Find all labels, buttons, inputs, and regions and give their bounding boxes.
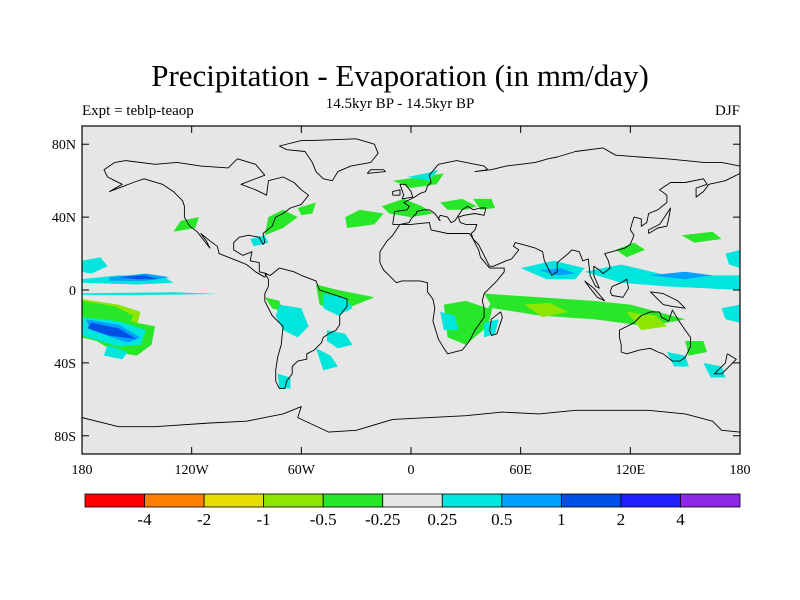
anomaly-region-42	[681, 231, 722, 243]
colorbar-label-2: -1	[257, 510, 271, 529]
colorbar-swatch-2	[203, 493, 265, 508]
x-tick-label-6: 180	[730, 463, 751, 478]
anomaly-region-5	[82, 292, 220, 296]
x-tick-label-1: 120W	[175, 463, 210, 478]
y-tick-label-4: 80S	[54, 430, 76, 445]
anomaly-region-12	[82, 257, 108, 274]
coastline-4	[392, 147, 740, 289]
colorbar-swatch-10	[680, 493, 741, 508]
anomaly-region-27	[407, 169, 439, 181]
anomaly-region-41	[615, 242, 645, 258]
anomaly-region-24	[277, 373, 291, 389]
coastline-13	[650, 291, 686, 309]
anomaly-region-3	[118, 275, 159, 280]
colorbar: -4 -2 -1 -0.5 -0.25 0.25 0.5 1 2 4	[84, 493, 741, 529]
anomaly-region-43	[666, 352, 689, 367]
anomaly-region-29	[440, 198, 477, 210]
anomaly-region-36	[626, 311, 667, 331]
colorbar-label-9: 4	[676, 510, 685, 529]
colorbar-swatch-8	[560, 493, 622, 508]
anomaly-region-39	[584, 264, 740, 290]
x-tick-label-0: 180	[72, 463, 93, 478]
x-tick-label-2: 60W	[288, 463, 316, 478]
anomaly-region-19	[275, 304, 309, 338]
colorbar-swatch-7	[501, 493, 562, 508]
anomaly-region-47	[721, 304, 740, 323]
coastline-6	[489, 311, 503, 337]
anomaly-region-15	[264, 209, 298, 236]
coastline-2	[264, 267, 348, 389]
colorbar-swatch-1	[144, 493, 205, 508]
y-tick-label-1: 40N	[52, 211, 76, 226]
colorbar-swatch-4	[322, 493, 384, 508]
colorbar-swatch-9	[620, 493, 681, 508]
y-tick-label-2: 0	[69, 284, 76, 299]
coastline-0	[103, 158, 310, 278]
y-tick-label-3: 40S	[54, 357, 76, 372]
axes: 180 120W 60W 0 60E 120E 180 80N 40N 0 40S 80S	[52, 126, 751, 478]
anomaly-region-33	[484, 319, 499, 338]
coastline-15	[82, 406, 740, 433]
colorbar-swatch-0	[84, 493, 145, 508]
anomaly-regions	[82, 169, 740, 389]
colorbar-label-4: -0.25	[365, 510, 400, 529]
colorbar-label-5: 0.25	[427, 510, 457, 529]
coastline-7	[399, 183, 414, 200]
map-title: Precipitation - Evaporation (in mm/day)	[151, 58, 649, 93]
coastline-3	[379, 222, 505, 355]
colorbar-label-1: -2	[197, 510, 211, 529]
anomaly-region-17	[297, 202, 316, 216]
anomaly-region-22	[326, 330, 353, 349]
coastline-10	[648, 207, 671, 234]
coastline-11	[584, 280, 606, 302]
colorbar-label-0: -4	[137, 510, 152, 529]
y-tick-label-0: 80N	[52, 138, 76, 153]
coastlines	[82, 138, 740, 433]
x-tick-label-3: 0	[408, 463, 415, 478]
anomaly-region-21	[323, 293, 353, 316]
anomaly-region-25	[345, 209, 384, 228]
anomaly-region-13	[103, 344, 128, 360]
coastline-1	[278, 138, 379, 182]
colorbar-swatch-6	[441, 493, 503, 508]
x-tick-label-5: 120E	[616, 463, 646, 478]
plot-background	[82, 126, 740, 454]
season-label: DJF	[714, 103, 740, 119]
colorbar-label-7: 1	[557, 510, 566, 529]
colorbar-label-8: 2	[617, 510, 626, 529]
coastline-12	[609, 278, 629, 298]
anomaly-region-30	[473, 198, 496, 210]
anomaly-region-23	[316, 348, 338, 371]
x-tick-label-4: 60E	[509, 463, 532, 478]
coastline-8	[392, 189, 401, 196]
coastline-5	[618, 309, 692, 362]
coastline-9	[366, 169, 386, 174]
colorbar-swatch-3	[263, 493, 324, 508]
colorbar-swatch-5	[382, 493, 443, 508]
colorbar-label-6: 0.5	[491, 510, 512, 529]
coastline-14	[713, 353, 737, 375]
anomaly-region-35	[524, 302, 569, 318]
map-subtitle: 14.5kyr BP - 14.5kyr BP	[325, 96, 475, 112]
anomaly-region-32	[440, 311, 459, 331]
experiment-label: Expt = teblp-teaop	[82, 103, 194, 119]
colorbar-label-3: -0.5	[310, 510, 337, 529]
anomaly-region-46	[725, 249, 740, 269]
anomaly-region-40	[648, 271, 713, 280]
anomaly-region-31	[443, 297, 496, 345]
anomaly-region-11	[87, 322, 137, 340]
